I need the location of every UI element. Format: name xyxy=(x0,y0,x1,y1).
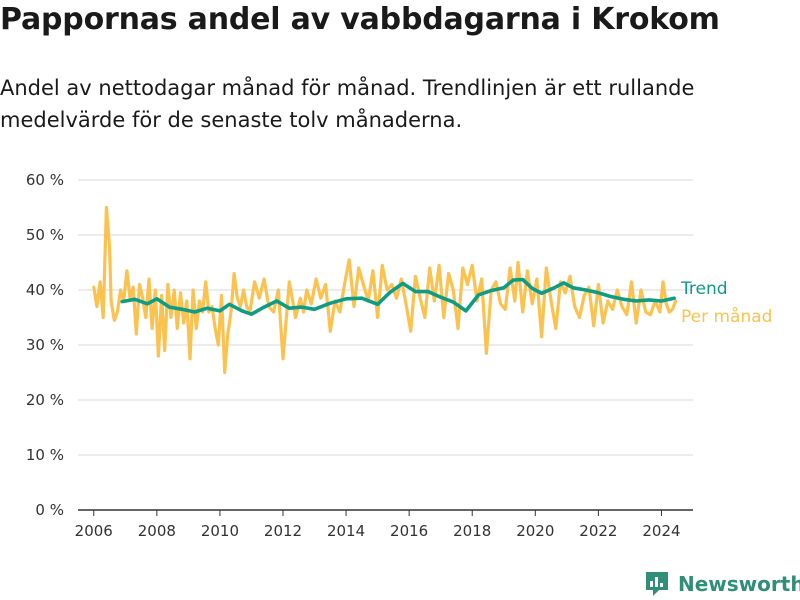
y-tick-label: 10 % xyxy=(26,446,64,464)
x-tick-label: 2006 xyxy=(75,522,113,540)
chart-subtitle: Andel av nettodagar månad för månad. Tre… xyxy=(0,76,695,132)
logo-text: Newsworthy xyxy=(678,572,800,596)
x-tick-label: 2020 xyxy=(516,522,554,540)
legend: Trend Per månad xyxy=(680,279,772,327)
x-tick-label: 2016 xyxy=(390,522,428,540)
y-tick-label: 50 % xyxy=(26,226,64,244)
bar-chart-logo-icon xyxy=(646,572,668,596)
x-tick-label: 2012 xyxy=(264,522,302,540)
y-tick-label: 40 % xyxy=(26,281,64,299)
x-tick-label: 2024 xyxy=(642,522,680,540)
chart-title: Pappornas andel av vabbdagarna i Krokom xyxy=(0,2,720,37)
y-tick-label: 30 % xyxy=(26,336,64,354)
x-axis-ticks: 2006 2008 2010 2012 2014 2016 2018 2020 2022 2024 xyxy=(75,510,681,540)
legend-per-manad: Per månad xyxy=(681,306,772,327)
series-lines xyxy=(92,205,678,375)
y-tick-label: 60 % xyxy=(26,171,64,189)
line-chart: 0 % 10 % 20 % 30 % 40 % 50 % 60 % 2006 2008 2010… xyxy=(26,171,773,540)
x-tick-label: 2014 xyxy=(327,522,365,540)
y-tick-label: 20 % xyxy=(26,391,64,409)
x-tick-label: 2018 xyxy=(453,522,491,540)
newsworthy-logo: Newsworthy xyxy=(644,568,800,600)
x-tick-label: 2010 xyxy=(201,522,239,540)
legend-trend: Trend xyxy=(680,279,728,299)
x-tick-label: 2008 xyxy=(138,522,176,540)
x-tick-label: 2022 xyxy=(579,522,617,540)
gridlines xyxy=(78,179,693,511)
trend-series-line xyxy=(120,277,676,316)
y-axis-ticks: 0 % 10 % 20 % 30 % 40 % 50 % 60 % xyxy=(26,171,64,519)
y-tick-label: 0 % xyxy=(35,501,64,519)
